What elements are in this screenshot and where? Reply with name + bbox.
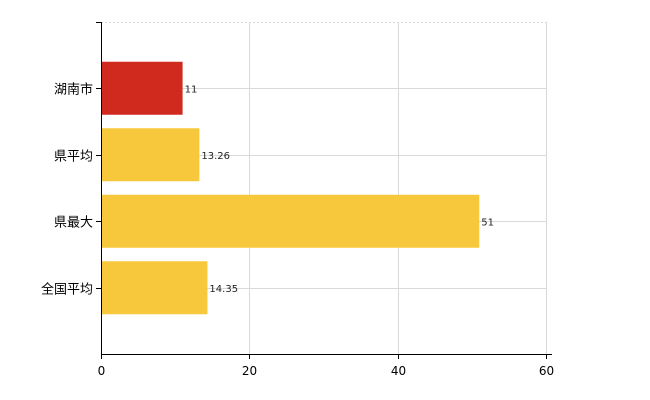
data-label: 13.26 [201,151,230,162]
category-label: 県最大 [54,216,93,231]
data-label: 14.35 [209,284,238,295]
category-label: 県平均 [54,150,93,165]
data-labels: 11 13.26 51 14.35 [185,84,494,295]
x-tick-label: 60 [539,364,554,378]
bar-全国平均 [101,261,208,315]
x-tick-label: 40 [391,364,406,378]
category-label: 湖南市 [54,82,93,98]
x-tick-label: 0 [98,364,106,378]
bar-県平均 [101,128,200,182]
bar-県最大 [101,194,480,248]
data-label: 11 [185,84,198,95]
bars [101,61,480,315]
bar-湖南市 [101,61,183,115]
axes [101,22,552,355]
category-label: 全国平均 [41,282,93,298]
x-ticks: 0 20 40 60 [98,354,554,378]
data-label: 51 [481,217,494,228]
x-tick-label: 20 [242,364,257,378]
